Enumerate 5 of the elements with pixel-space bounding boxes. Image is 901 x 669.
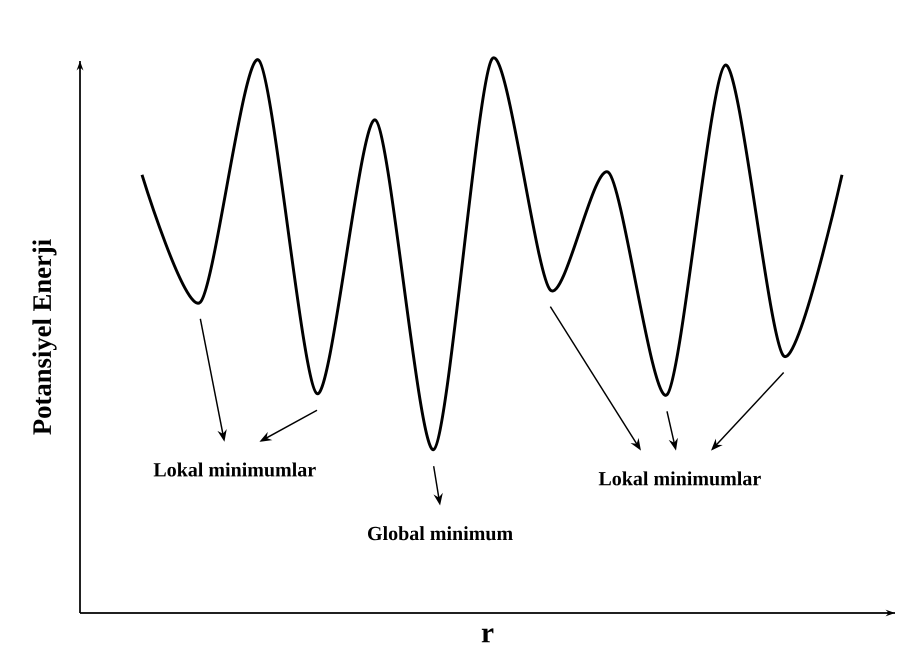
y-axis-title: Potansiyel Enerji: [32, 239, 57, 435]
x-axis-title: r: [482, 628, 494, 642]
annotation: Lokal minimumlar: [598, 471, 761, 486]
annotation: Global minimum: [368, 526, 513, 540]
annotation: Lokal minimumlar: [154, 462, 316, 477]
